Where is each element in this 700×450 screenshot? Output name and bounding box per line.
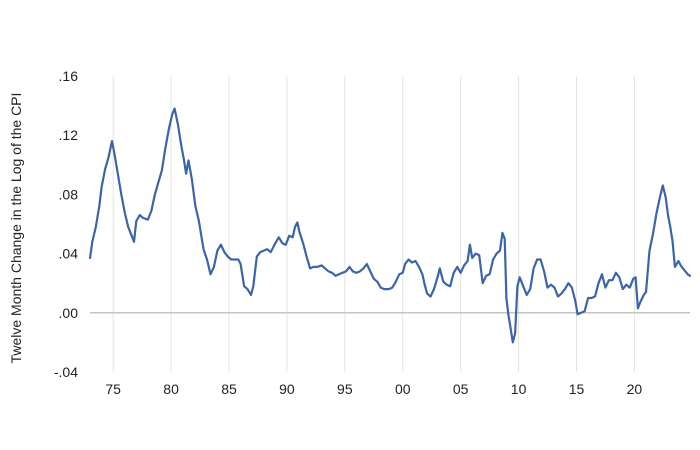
y-tick-label: .12 bbox=[59, 127, 79, 143]
x-tick-label: 00 bbox=[395, 381, 411, 397]
y-tick-label: .08 bbox=[59, 186, 79, 202]
y-tick-label: .16 bbox=[59, 68, 79, 84]
x-axis-tick-labels: 75 80 85 90 95 00 05 10 15 20 bbox=[105, 381, 642, 397]
vertical-gridlines bbox=[112, 76, 635, 372]
x-tick-label: 20 bbox=[627, 381, 643, 397]
y-tick-label: .00 bbox=[59, 305, 79, 321]
x-tick-label: 10 bbox=[511, 381, 527, 397]
x-tick-label: 15 bbox=[569, 381, 585, 397]
x-tick-label: 05 bbox=[453, 381, 469, 397]
x-tick-label: 90 bbox=[279, 381, 295, 397]
y-tick-label: -.04 bbox=[54, 364, 78, 380]
y-axis-title: Twelve Month Change in the Log of the CP… bbox=[8, 93, 24, 364]
cpi-series-line bbox=[88, 107, 692, 344]
x-tick-label: 95 bbox=[337, 381, 353, 397]
y-tick-label: .04 bbox=[59, 246, 79, 262]
y-axis-tick-labels: -.04 .00 .04 .08 .12 .16 bbox=[54, 68, 78, 380]
x-tick-label: 80 bbox=[163, 381, 179, 397]
x-tick-label: 75 bbox=[105, 381, 121, 397]
x-tick-label: 85 bbox=[221, 381, 237, 397]
